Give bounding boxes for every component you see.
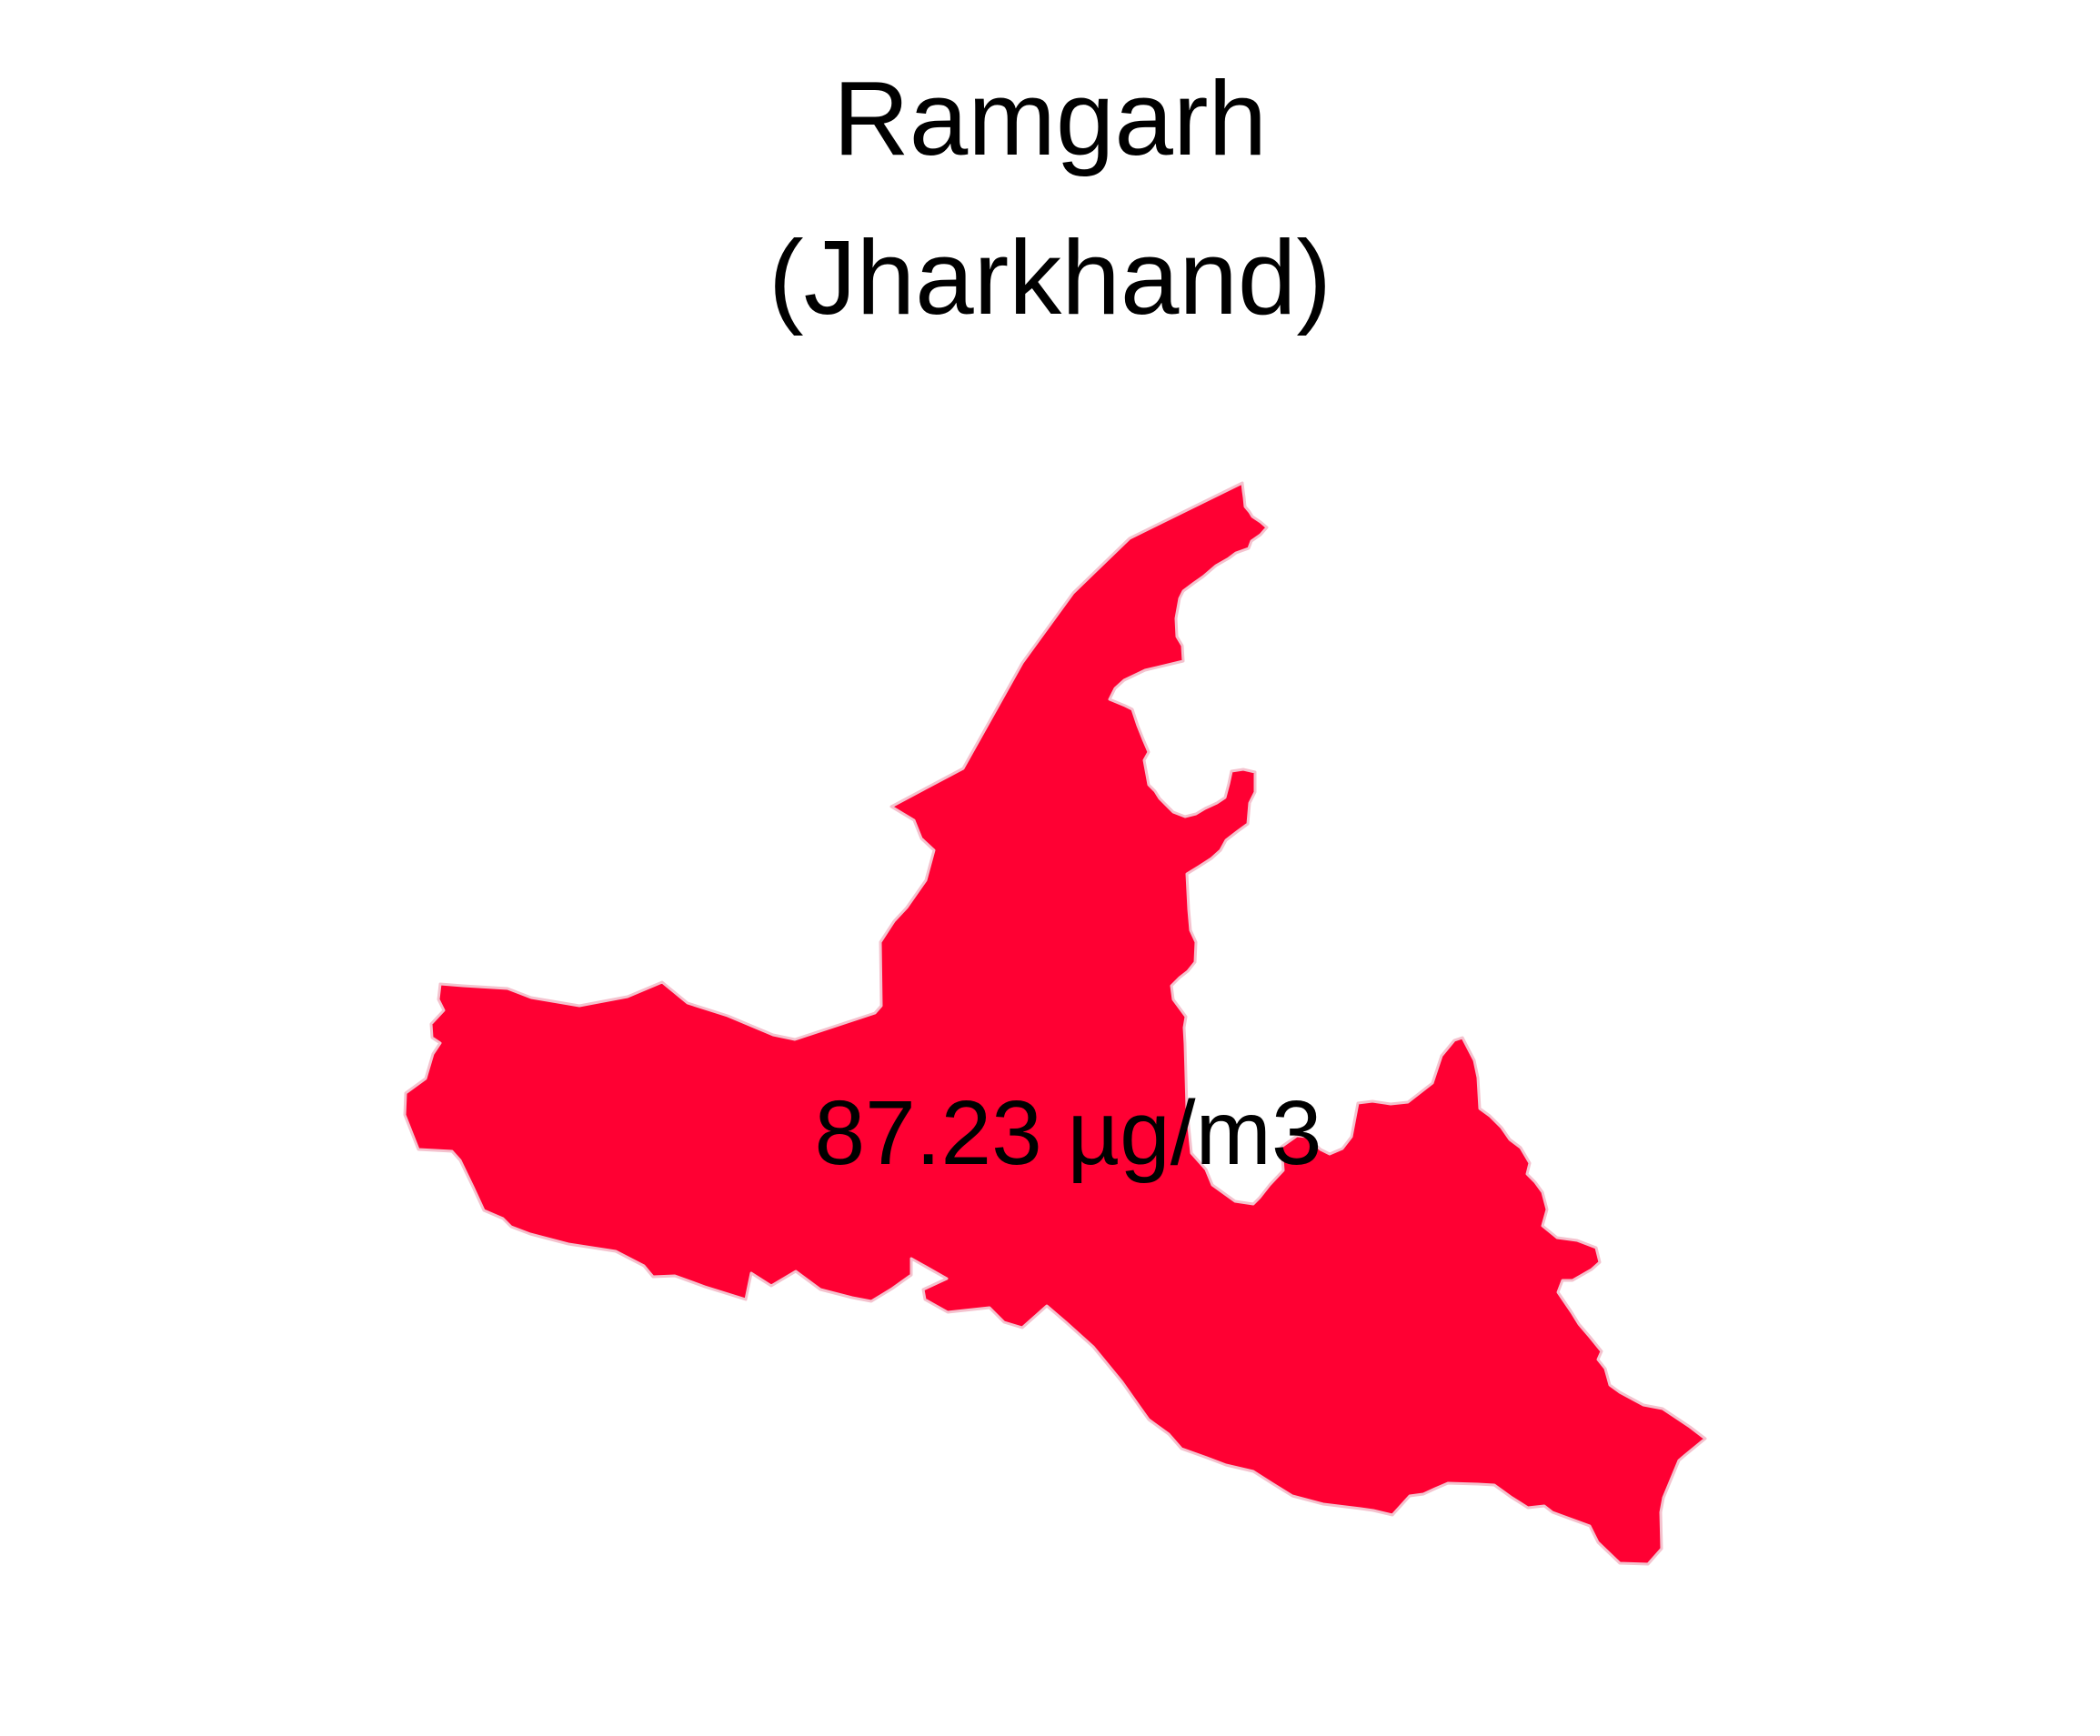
- district-region-shape: [403, 481, 1707, 1566]
- map-title-state: (Jharkhand): [769, 218, 1331, 336]
- pollution-value-label: 87.23 µg/m3: [814, 1082, 1322, 1184]
- map-title-district: Ramgarh: [832, 59, 1268, 177]
